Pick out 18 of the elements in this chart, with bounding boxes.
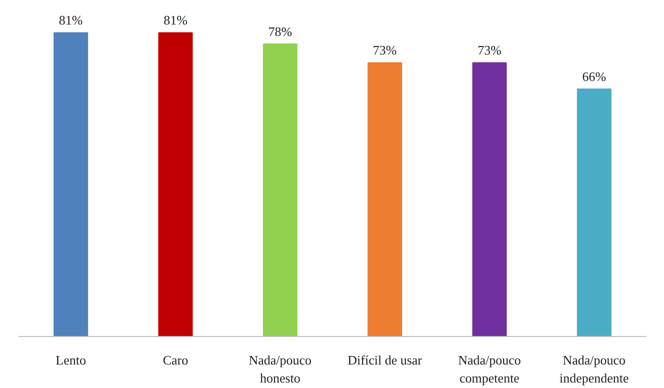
bar	[472, 62, 507, 336]
data-label: 66%	[582, 68, 606, 84]
data-label: 73%	[478, 42, 502, 58]
data-label: 81%	[164, 12, 188, 28]
x-tick-label: Difícil de usar	[348, 352, 423, 368]
data-label: 81%	[58, 12, 83, 28]
x-tick-label: Nada/pouco competente	[458, 352, 521, 386]
bar	[158, 32, 193, 336]
data-label: 73%	[372, 42, 397, 58]
x-tick-label: Caro	[162, 352, 188, 368]
bar	[54, 32, 88, 336]
bar	[368, 62, 402, 336]
bar	[262, 43, 298, 336]
data-label: 78%	[268, 24, 292, 39]
x-tick-label: Nada/pouco independente	[560, 352, 630, 386]
x-tick-label: Nada/pouco honesto	[248, 352, 312, 386]
x-tick-label: Lento	[56, 352, 86, 368]
bar	[576, 88, 612, 336]
